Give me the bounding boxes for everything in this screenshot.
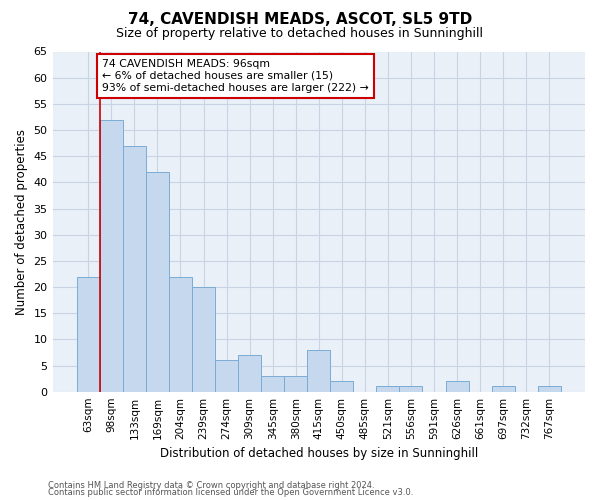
Bar xyxy=(100,120,123,392)
Bar xyxy=(376,386,400,392)
Text: 74, CAVENDISH MEADS, ASCOT, SL5 9TD: 74, CAVENDISH MEADS, ASCOT, SL5 9TD xyxy=(128,12,472,28)
Bar xyxy=(261,376,284,392)
Bar xyxy=(192,287,215,392)
Y-axis label: Number of detached properties: Number of detached properties xyxy=(15,128,28,314)
Text: Size of property relative to detached houses in Sunninghill: Size of property relative to detached ho… xyxy=(116,28,484,40)
Bar xyxy=(400,386,422,392)
Bar xyxy=(446,381,469,392)
Text: 74 CAVENDISH MEADS: 96sqm
← 6% of detached houses are smaller (15)
93% of semi-d: 74 CAVENDISH MEADS: 96sqm ← 6% of detach… xyxy=(102,60,369,92)
Bar xyxy=(77,276,100,392)
Bar xyxy=(284,376,307,392)
Bar xyxy=(238,355,261,392)
Bar xyxy=(491,386,515,392)
X-axis label: Distribution of detached houses by size in Sunninghill: Distribution of detached houses by size … xyxy=(160,447,478,460)
Bar xyxy=(169,276,192,392)
Text: Contains public sector information licensed under the Open Government Licence v3: Contains public sector information licen… xyxy=(48,488,413,497)
Text: Contains HM Land Registry data © Crown copyright and database right 2024.: Contains HM Land Registry data © Crown c… xyxy=(48,480,374,490)
Bar xyxy=(215,360,238,392)
Bar xyxy=(307,350,330,392)
Bar xyxy=(146,172,169,392)
Bar xyxy=(538,386,561,392)
Bar xyxy=(330,381,353,392)
Bar xyxy=(123,146,146,392)
